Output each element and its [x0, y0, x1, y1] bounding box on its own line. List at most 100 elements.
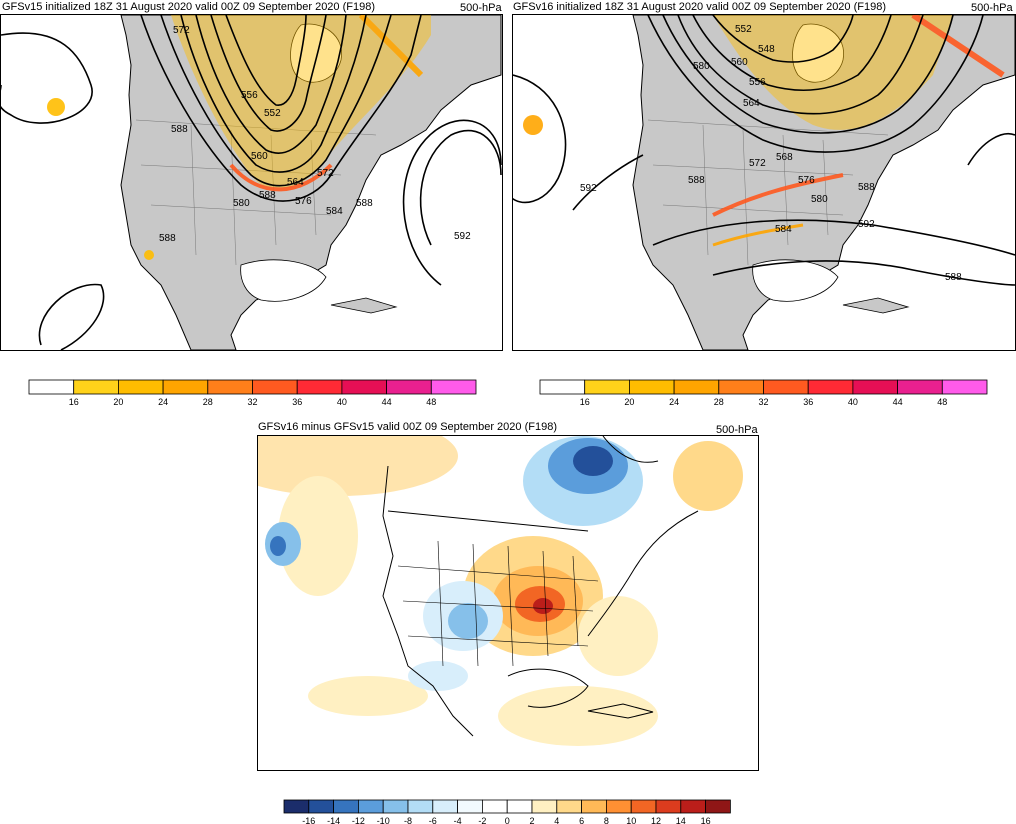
- colorbar-swatch: [28, 379, 75, 395]
- contour-label: 588: [945, 272, 962, 283]
- colorbar-tick-label: -10: [377, 816, 390, 824]
- colorbar-tick-label: -6: [429, 816, 437, 824]
- colorbar-tick-label: 36: [292, 397, 302, 407]
- colorbar-swatch: [539, 379, 586, 395]
- contour-label: 584: [326, 206, 343, 217]
- colorbar-swatch: [630, 799, 657, 814]
- colorbar-swatch: [807, 379, 854, 395]
- colorbar-tick-label: -4: [454, 816, 462, 824]
- contour-label: 584: [775, 224, 792, 235]
- colorbar-swatch: [430, 379, 477, 395]
- bottom-level: 500-hPa: [716, 424, 758, 436]
- colorbar-swatch: [252, 379, 298, 395]
- top-right-map: 552 548 560 580 556 564 572 568 592 588 …: [512, 14, 1016, 351]
- contour-label-group: 572 556 552 588 560 564 572 588 576 580 …: [159, 25, 471, 244]
- gulf-of-mexico: [240, 259, 327, 302]
- colorbar-swatch: [407, 799, 434, 814]
- colorbar-tick-label: 12: [651, 816, 661, 824]
- colorbar-swatch: [605, 799, 632, 814]
- colorbar-tick-label: 24: [158, 397, 168, 407]
- colorbar-tick-label: 8: [604, 816, 609, 824]
- contour-label: 592: [858, 219, 875, 230]
- colorbar-tick-label: 32: [758, 397, 768, 407]
- contour-label: 592: [580, 183, 597, 194]
- colorbar-swatch: [386, 379, 432, 395]
- colorbar-swatch: [162, 379, 209, 395]
- contour-label: 556: [749, 77, 766, 88]
- colorbar-swatch: [673, 379, 720, 395]
- contour-label-group: 552 548 560 580 556 564 572 568 592 588 …: [580, 24, 962, 283]
- colorbar-tick-label: 0: [505, 816, 510, 824]
- colorbar-tick-label: 24: [669, 397, 679, 407]
- colorbar-tick-label: 44: [893, 397, 903, 407]
- colorbar-swatch: [705, 799, 731, 814]
- colorbar-swatch: [763, 379, 809, 395]
- colorbar-swatch: [531, 799, 558, 814]
- coastline-outlines: [382, 436, 699, 737]
- colorbar-tick-label: 28: [714, 397, 724, 407]
- contour-label: 552: [735, 24, 752, 35]
- contour-label: 552: [264, 108, 281, 119]
- colorbar-tick-label: 2: [529, 816, 534, 824]
- colorbar-swatch: [897, 379, 943, 395]
- state-borders: [647, 119, 889, 266]
- colorbar-tick-label: 32: [247, 397, 257, 407]
- colorbar-swatch: [457, 799, 483, 814]
- top-right-level: 500-hPa: [971, 2, 1013, 14]
- top-left-title: GFSv15 initialized 18Z 31 August 2020 va…: [2, 1, 376, 13]
- colorbar-swatch: [118, 379, 164, 395]
- contour-label: 588: [171, 124, 188, 135]
- colorbar-swatch: [333, 799, 359, 814]
- hudson-bay: [792, 23, 845, 83]
- colorbar-swatch: [852, 379, 898, 395]
- contour-label: 580: [233, 198, 250, 209]
- colorbar-swatch: [73, 379, 119, 395]
- contour-label: 588: [688, 175, 705, 186]
- colorbar-swatch: [432, 799, 459, 814]
- colorbar-tick-label: 40: [848, 397, 858, 407]
- contour-label: 560: [251, 151, 268, 162]
- colorbar-swatch: [584, 379, 630, 395]
- contour-label: 588: [259, 190, 276, 201]
- colorbar-tick-label: -2: [478, 816, 486, 824]
- height-contours: [513, 15, 1015, 286]
- colorbar-tick-label: 40: [337, 397, 347, 407]
- contour-label: 556: [241, 90, 258, 101]
- contour-label: 588: [858, 182, 875, 193]
- colorbar-tick-label: -8: [404, 816, 412, 824]
- colorbar-swatch: [941, 379, 988, 395]
- colorbar-swatch: [341, 379, 387, 395]
- wind-shading: [523, 15, 1005, 247]
- colorbar-swatch: [506, 799, 533, 814]
- colorbar-swatch: [296, 379, 343, 395]
- land-mass: [632, 15, 1015, 350]
- colorbar-tick-label: 44: [382, 397, 392, 407]
- colorbar-tick-label: 20: [113, 397, 123, 407]
- difference-shading: [258, 436, 743, 746]
- colorbar-tick-label: 28: [203, 397, 213, 407]
- colorbar-swatch: [283, 799, 310, 814]
- contour-label: 572: [173, 25, 190, 36]
- state-borders: [397, 540, 599, 667]
- contour-label: 572: [749, 158, 766, 169]
- colorbar-swatch: [308, 799, 334, 814]
- contour-label: 588: [159, 233, 176, 244]
- contour-label: 568: [776, 152, 793, 163]
- colorbar-swatch: [680, 799, 706, 814]
- cuba: [330, 297, 398, 314]
- cuba: [842, 297, 910, 314]
- wind-shading: [47, 15, 431, 260]
- top-right-title: GFSv16 initialized 18Z 31 August 2020 va…: [513, 1, 887, 13]
- contour-label: 576: [295, 196, 312, 207]
- gulf-of-mexico: [752, 259, 839, 302]
- colorbar-tick-label: 14: [676, 816, 686, 824]
- contour-label: 548: [758, 44, 775, 55]
- wind-colorbar-left: 16 20 24 28 32 36 40 44 48: [28, 379, 479, 410]
- difference-colorbar: -16 -14 -12 -10 -8 -6 -4 -2 0 2 4 6 8 10 12 14 16: [283, 799, 734, 824]
- colorbar-swatch: [481, 799, 508, 814]
- colorbar-swatch: [629, 379, 675, 395]
- colorbar-tick-label: 48: [937, 397, 947, 407]
- colorbar-tick-label: 16: [701, 816, 711, 824]
- colorbar-swatch: [358, 799, 384, 814]
- colorbar-tick-label: -16: [302, 816, 315, 824]
